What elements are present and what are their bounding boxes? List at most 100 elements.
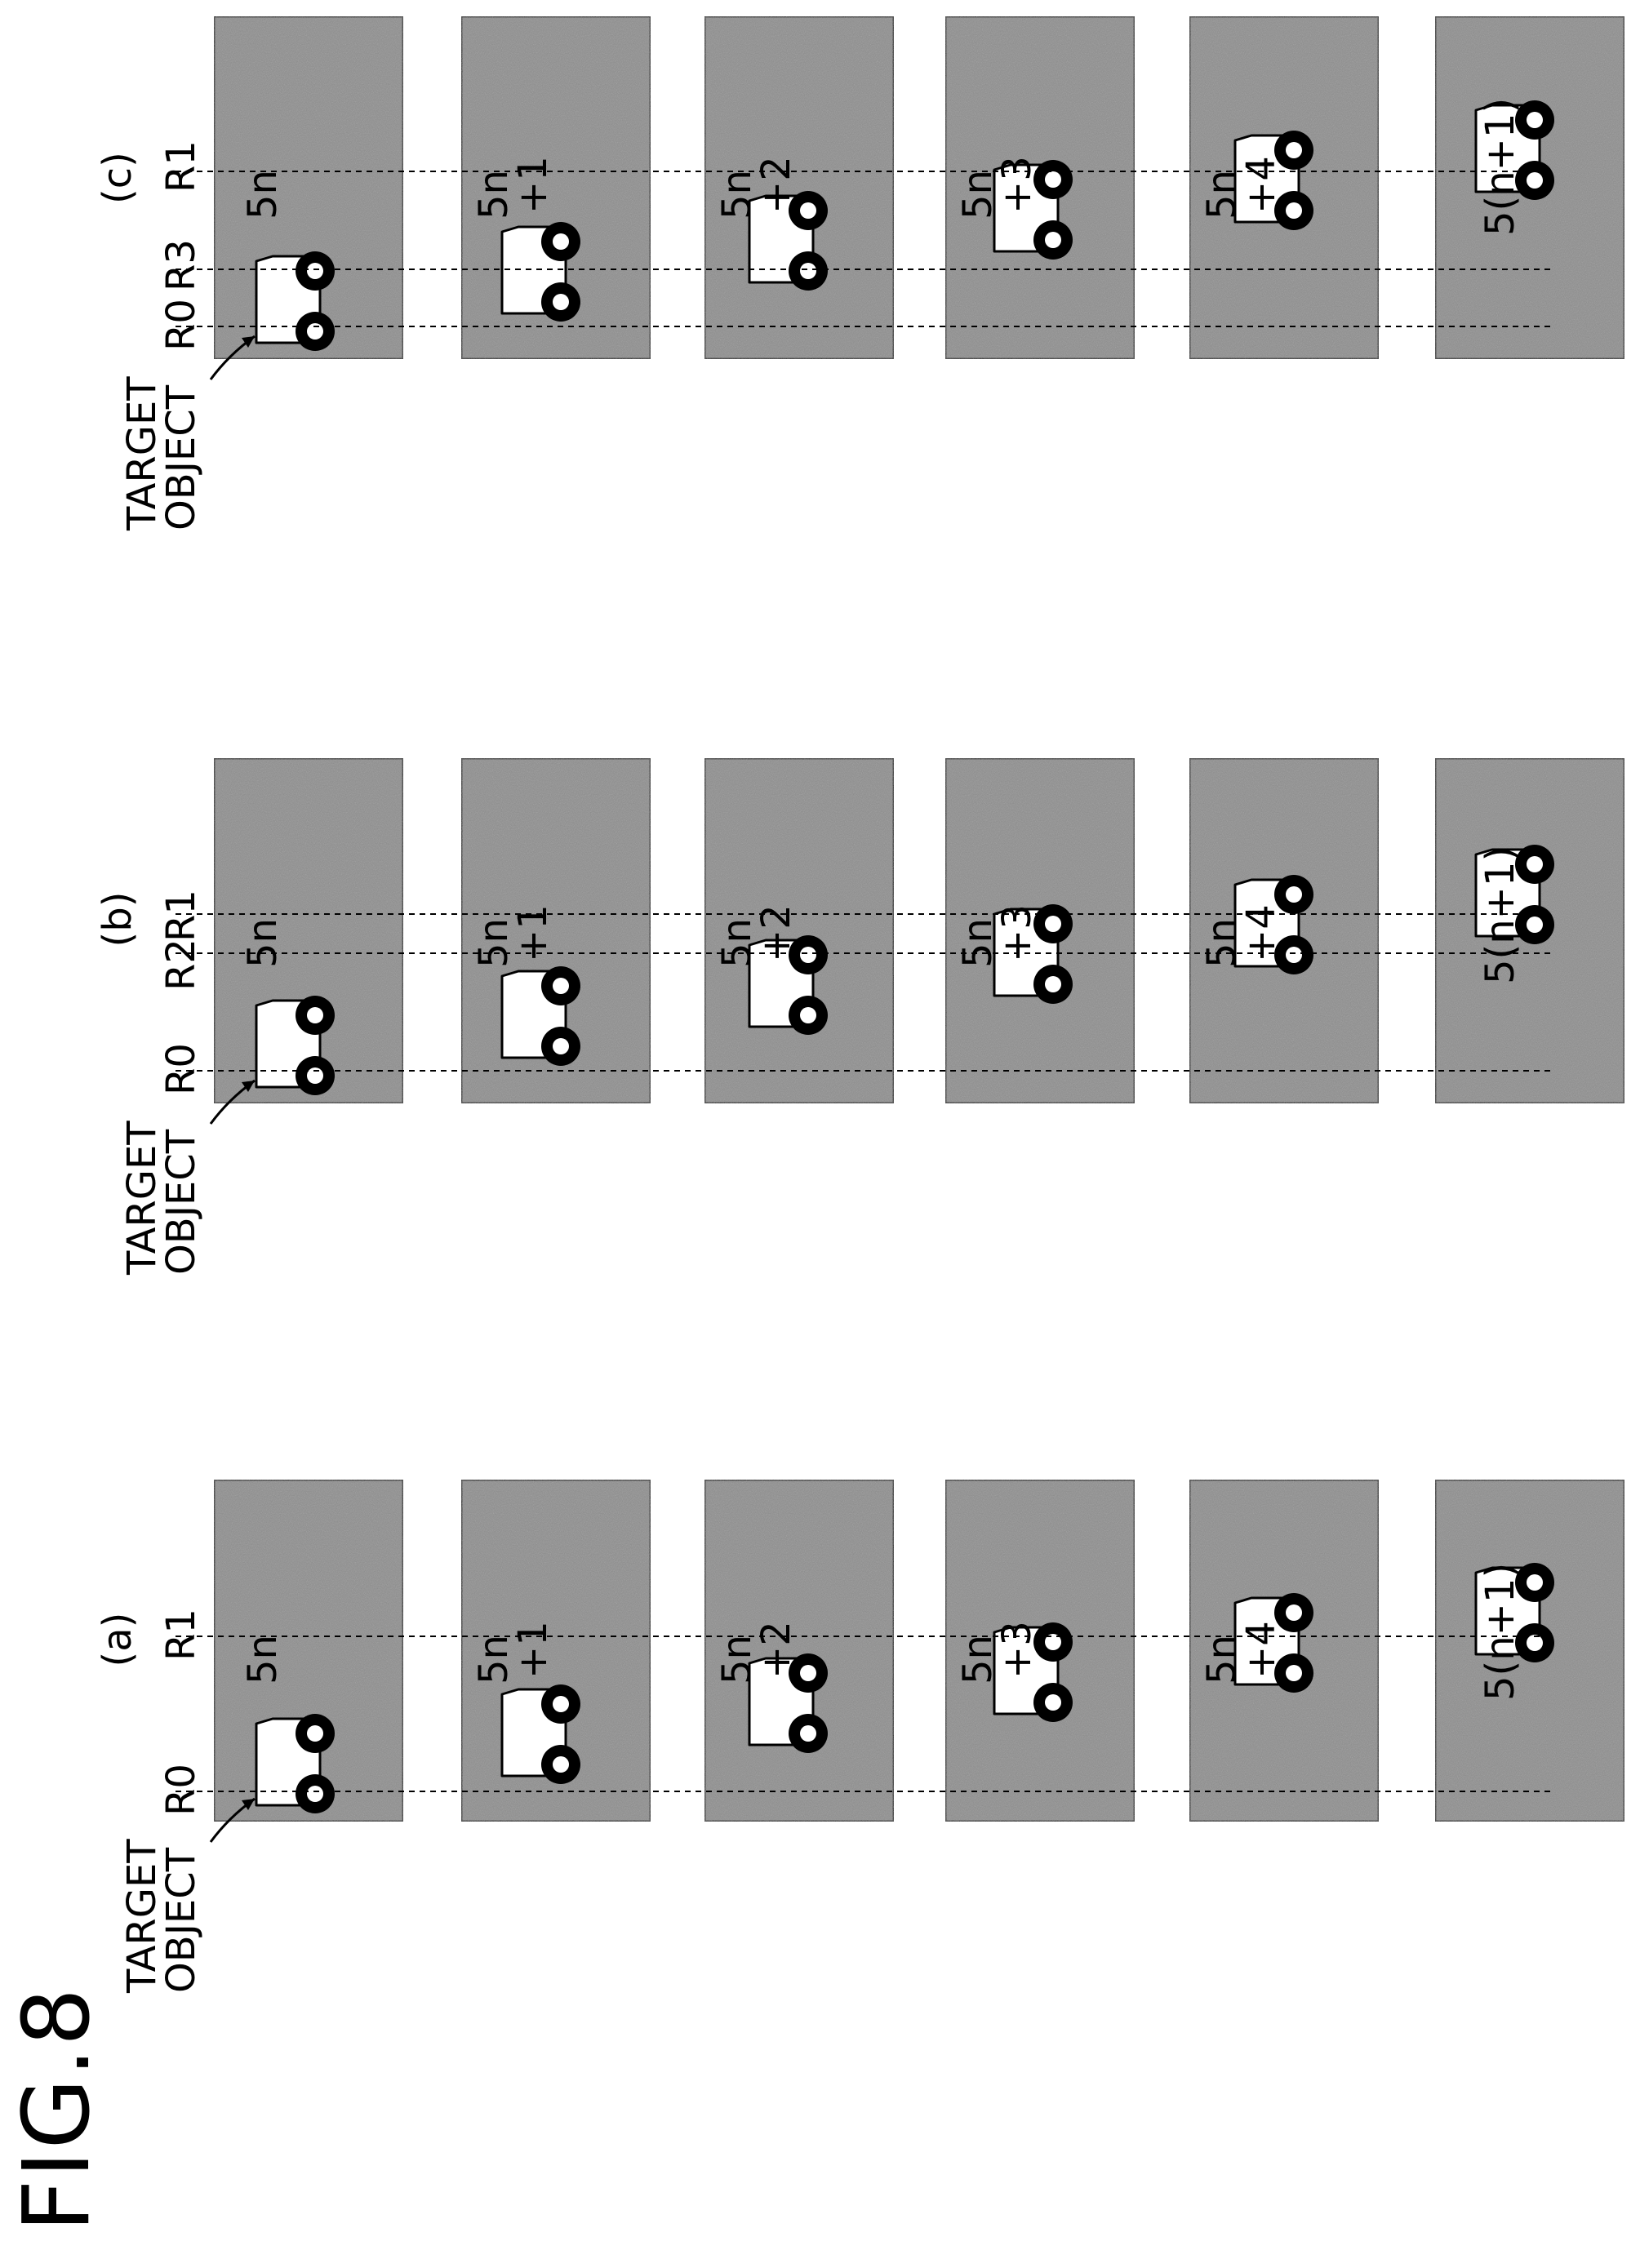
wheel-hub xyxy=(1527,856,1543,872)
frame-index-label: 5n xyxy=(240,918,286,968)
frame-rect xyxy=(212,15,405,361)
frame-a-5 xyxy=(1433,1478,1626,1823)
reference-label: R0 xyxy=(158,1764,204,1816)
wheel-hub xyxy=(1527,172,1543,189)
frame-label-a-0: 5n xyxy=(240,1635,286,1684)
target-object-car xyxy=(1233,131,1313,230)
frame-index-label: 5n xyxy=(1199,170,1245,220)
target-label-line2: OBJECT xyxy=(158,1847,204,1993)
frame-index-label: 5n xyxy=(1199,1635,1245,1684)
frame-label-c-5: 5(n+1) xyxy=(1478,98,1523,236)
wheel-hub xyxy=(1286,886,1302,903)
frame-index-label: 5(n+1) xyxy=(1478,846,1523,984)
frame-index-label: 5n xyxy=(471,918,517,968)
wheel-hub xyxy=(1045,232,1061,248)
reference-label: R1 xyxy=(158,140,204,193)
frame-rect xyxy=(703,1478,896,1823)
wheel-hub xyxy=(1045,171,1061,188)
target-label-line2: OBJECT xyxy=(158,1129,204,1275)
frame-rect xyxy=(944,757,1136,1105)
target-label-line1: TARGET xyxy=(119,1121,165,1276)
target-object-car xyxy=(255,1714,335,1813)
target-object-car xyxy=(1233,875,1313,974)
frame-label-c-1: 5n+1 xyxy=(471,156,556,220)
frame-index-label: 5n xyxy=(1199,918,1245,968)
frame-c-3 xyxy=(944,15,1136,361)
reference-label: R1 xyxy=(158,1609,204,1661)
wheel-hub xyxy=(1286,202,1302,219)
frame-rect xyxy=(944,15,1136,361)
frame-index-offset-label: +4 xyxy=(1238,156,1284,214)
frame-label-c-4: 5n+4 xyxy=(1199,156,1284,220)
frame-rect xyxy=(703,757,896,1105)
frame-b-2 xyxy=(703,757,896,1105)
target-arrowhead-icon xyxy=(242,336,255,348)
target-object-car xyxy=(993,1622,1073,1722)
target-object-car xyxy=(748,191,828,291)
wheel-hub xyxy=(1286,1604,1302,1621)
frame-rect xyxy=(703,15,896,361)
target-object-car xyxy=(748,1653,828,1753)
frame-c-5 xyxy=(1433,15,1626,361)
frame-index-label: 5n xyxy=(714,918,760,968)
frame-c-1 xyxy=(460,15,652,361)
wheel-hub xyxy=(1286,947,1302,963)
panel-label: (c) xyxy=(95,152,140,204)
target-object-car xyxy=(255,996,335,1095)
frame-index-offset-label: +2 xyxy=(753,156,799,214)
frame-b-4 xyxy=(1188,757,1380,1105)
reference-label: R1 xyxy=(158,890,204,942)
frame-c-2 xyxy=(703,15,896,361)
frame-index-offset-label: +1 xyxy=(510,1621,556,1679)
wheel-hub xyxy=(800,1007,816,1023)
wheel-hub xyxy=(800,1725,816,1742)
wheel-hub xyxy=(553,1696,569,1712)
frame-label-a-4: 5n+4 xyxy=(1199,1621,1284,1684)
wheel-hub xyxy=(800,263,816,279)
panel-label: (b) xyxy=(95,892,140,948)
frame-index-label: 5n xyxy=(240,1635,286,1684)
frame-index-offset-label: +4 xyxy=(1238,1621,1284,1679)
frame-index-label: 5n xyxy=(471,170,517,220)
target-arrowhead-icon xyxy=(242,1799,255,1810)
frame-index-label: 5n xyxy=(471,1635,517,1684)
frame-a-0 xyxy=(212,1478,405,1823)
frame-index-offset-label: +2 xyxy=(753,1621,799,1679)
wheel-hub xyxy=(1045,916,1061,932)
frame-a-2 xyxy=(703,1478,896,1823)
frame-label-c-2: 5n+2 xyxy=(714,156,799,220)
frame-index-label: 5n xyxy=(714,170,760,220)
frame-label-c-3: 5n+3 xyxy=(955,156,1040,220)
frame-rect xyxy=(1188,1478,1380,1823)
wheel-hub xyxy=(553,294,569,310)
reference-label: R3 xyxy=(158,239,204,291)
target-arrowhead-icon xyxy=(242,1081,255,1092)
target-object-car xyxy=(500,222,580,322)
frame-a-1 xyxy=(460,1478,652,1823)
wheel-hub xyxy=(307,1725,323,1742)
frame-index-label: 5n xyxy=(955,170,1001,220)
frame-index-label: 5n xyxy=(240,170,286,220)
frame-index-label: 5n xyxy=(955,1635,1001,1684)
wheel-hub xyxy=(800,202,816,219)
target-object-car xyxy=(748,935,828,1035)
frame-index-offset-label: +1 xyxy=(510,156,556,214)
figure-title: FIG.8 xyxy=(4,1986,110,2232)
reference-label: R0 xyxy=(158,1043,204,1095)
frame-a-4 xyxy=(1188,1478,1380,1823)
wheel-hub xyxy=(1527,1635,1543,1651)
wheel-hub xyxy=(1045,1694,1061,1711)
target-label-line1: TARGET xyxy=(119,376,165,531)
frame-index-label: 5(n+1) xyxy=(1478,1563,1523,1701)
wheel-hub xyxy=(553,978,569,994)
target-object-car xyxy=(1474,1563,1554,1662)
frame-label-c-0: 5n xyxy=(240,170,286,220)
target-label-line2: OBJECT xyxy=(158,384,204,530)
wheel-hub xyxy=(307,263,323,279)
wheel-hub xyxy=(553,233,569,250)
panel-a: 5n 5n+1 5n+2 5n+3 5n+4 5(n+1)R0R1(a)TARGETOBJ… xyxy=(95,1478,1626,1994)
